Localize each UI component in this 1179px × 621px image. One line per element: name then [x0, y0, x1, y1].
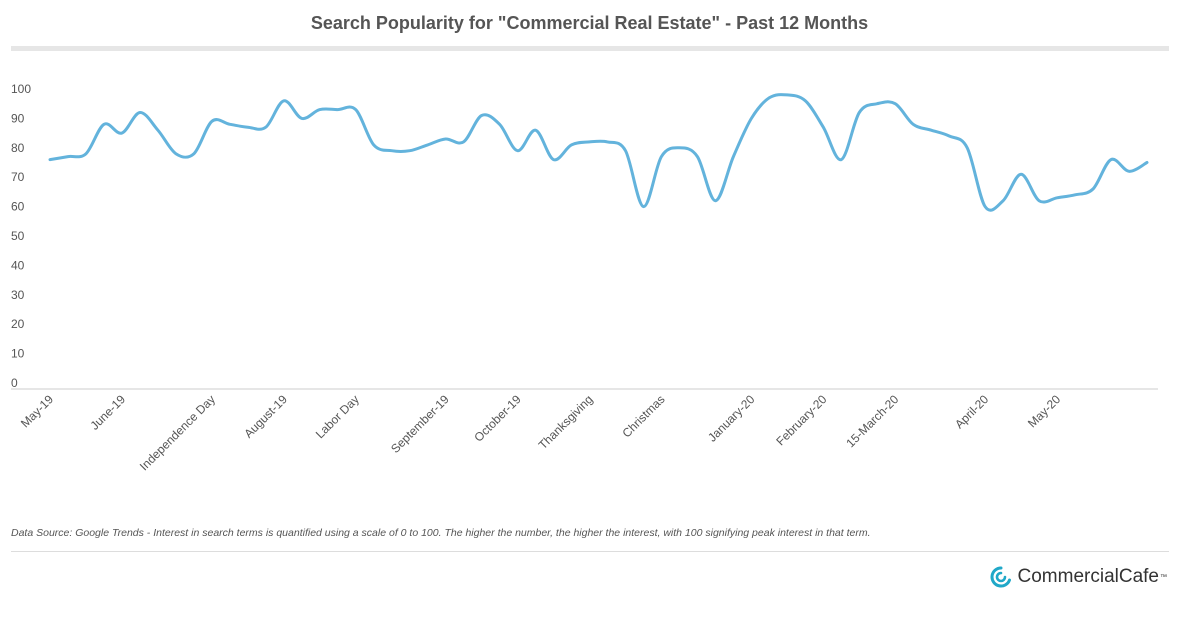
x-tick-label: Thanksgiving [536, 392, 596, 452]
x-tick-label: February-20 [773, 392, 829, 448]
x-tick-label: Labor Day [313, 392, 362, 441]
x-tick-label: October-19 [471, 392, 524, 445]
commercialcafe-logo-icon [990, 566, 1011, 588]
x-tick-label: June-19 [87, 392, 128, 433]
line-chart: 0 10 20 30 40 50 60 70 80 90 100 May-19 June-19 Inde… [11, 82, 1158, 473]
x-tick-label: January-20 [705, 392, 758, 445]
y-tick-label: 90 [11, 111, 25, 125]
data-source-note: Data Source: Google Trends - Interest in… [11, 527, 871, 539]
brand-name: CommercialCafe [1017, 566, 1159, 587]
x-tick-label: May-19 [18, 392, 56, 430]
y-tick-label: 100 [11, 82, 31, 96]
x-tick-label: Christmas [619, 392, 667, 440]
brand-trademark: ™ [1160, 573, 1167, 581]
y-tick-label: 50 [11, 229, 25, 243]
y-tick-label: 80 [11, 141, 25, 155]
brand-logo: CommercialCafe ™ [990, 566, 1167, 588]
x-tick-label: April-20 [952, 392, 991, 431]
title-divider [11, 46, 1169, 51]
x-tick-label: Independence Day [137, 392, 218, 473]
y-tick-label: 60 [11, 200, 25, 214]
y-tick-label: 70 [11, 170, 25, 184]
chart-title: Search Popularity for "Commercial Real E… [310, 13, 869, 33]
x-axis: May-19 June-19 Independence Day August-19 La… [18, 392, 1064, 473]
x-tick-label: September-19 [388, 392, 452, 456]
y-tick-label: 10 [11, 347, 25, 361]
x-tick-label: 15-March-20 [843, 392, 901, 450]
x-tick-label: May-20 [1025, 392, 1063, 430]
y-tick-label: 30 [11, 288, 25, 302]
series-line [48, 93, 1149, 212]
footer-divider [11, 551, 1169, 552]
y-tick-label: 0 [11, 376, 18, 390]
y-axis: 0 10 20 30 40 50 60 70 80 90 100 [11, 82, 31, 390]
x-tick-label: August-19 [241, 392, 290, 441]
y-tick-label: 20 [11, 317, 25, 331]
y-tick-label: 40 [11, 258, 25, 272]
